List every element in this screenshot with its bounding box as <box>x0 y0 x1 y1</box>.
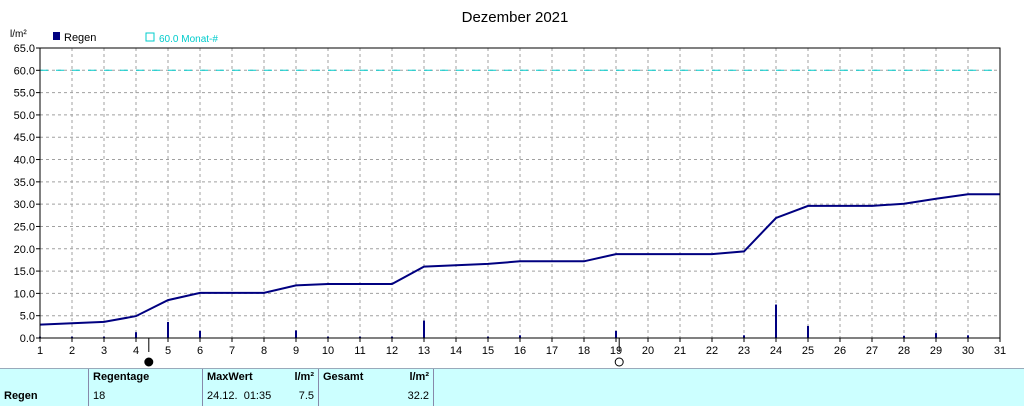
rain-bar <box>199 330 201 338</box>
x-tick-label: 29 <box>930 345 942 357</box>
total-value: 32.2 <box>407 389 429 402</box>
x-tick-label: 14 <box>450 345 462 357</box>
rain-bar <box>903 335 905 338</box>
rain-bar <box>775 304 777 338</box>
rain-bar <box>71 336 73 338</box>
y-tick-label: 0.0 <box>20 333 35 345</box>
x-tick-label: 9 <box>293 345 299 357</box>
rain-bar <box>487 336 489 338</box>
rain-days-value: 18 <box>88 385 203 406</box>
y-tick-label: 35.0 <box>14 177 35 189</box>
x-tick-label: 10 <box>322 345 334 357</box>
rain-bar <box>423 320 425 338</box>
x-tick-label: 25 <box>802 345 814 357</box>
max-value-header: MaxWert <box>202 369 286 385</box>
daily-rain-bars <box>39 304 969 338</box>
x-tick-label: 12 <box>386 345 398 357</box>
rain-days-header: Regentage <box>88 369 203 385</box>
rain-bar <box>103 336 105 338</box>
y-tick-label: 10.0 <box>14 288 35 300</box>
legend-rain-label: Regen <box>64 32 96 44</box>
x-tick-label: 7 <box>229 345 235 357</box>
rain-bar <box>295 330 297 338</box>
y-tick-label: 20.0 <box>14 244 35 256</box>
x-tick-label: 13 <box>418 345 430 357</box>
x-tick-label: 22 <box>706 345 718 357</box>
rain-bar <box>391 336 393 338</box>
statistics-table: Regentage MaxWert l/m² Gesamt l/m² Regen… <box>0 369 1002 406</box>
moon-phase-markers <box>144 338 624 367</box>
y-axis-unit: l/m² <box>10 29 27 40</box>
x-tick-label: 28 <box>898 345 910 357</box>
new-moon-icon <box>144 357 154 367</box>
x-tick-label: 8 <box>261 345 267 357</box>
x-tick-label: 24 <box>770 345 782 357</box>
y-tick-label: 15.0 <box>14 266 35 278</box>
cumulative-line <box>39 193 1000 326</box>
rain-bar <box>359 336 361 338</box>
y-tick-label: 65.0 <box>14 43 35 55</box>
x-tick-label: 18 <box>578 345 590 357</box>
x-tick-labels: 1 2 3 4 5 6 7 8 9 10 11 12 13 14 15 16 17 18 19 20 21 22 23 24 2… <box>37 338 1006 357</box>
x-tick-label: 19 <box>610 345 622 357</box>
x-tick-label: 16 <box>514 345 526 357</box>
x-tick-label: 11 <box>354 345 365 357</box>
max-value-date: 24.12. 01:35 <box>202 385 286 406</box>
x-tick-label: 26 <box>834 345 846 357</box>
x-tick-label: 17 <box>546 345 558 357</box>
rain-bar <box>935 333 937 338</box>
total-header: Gesamt <box>318 369 402 385</box>
y-tick-labels: 0.0 5.0 10.0 15.0 20.0 25.0 30.0 35.0 40.0 45.0 50… <box>14 43 40 345</box>
y-tick-label: 45.0 <box>14 132 35 144</box>
x-tick-label: 21 <box>674 345 686 357</box>
x-tick-label: 5 <box>165 345 171 357</box>
x-tick-label: 20 <box>642 345 654 357</box>
y-tick-label: 30.0 <box>14 199 35 211</box>
legend-monthly-swatch <box>145 32 155 42</box>
rain-bar <box>327 336 329 338</box>
rain-bar <box>967 335 969 338</box>
x-tick-label: 1 <box>37 345 43 357</box>
x-tick-label: 3 <box>101 345 107 357</box>
y-tick-label: 60.0 <box>14 65 35 77</box>
chart-title: Dezember 2021 <box>462 9 569 26</box>
x-tick-label: 30 <box>962 345 974 357</box>
rain-bar <box>135 332 137 338</box>
y-tick-label: 40.0 <box>14 155 35 167</box>
x-tick-label: 4 <box>133 345 139 357</box>
rain-bar <box>743 335 745 338</box>
legend-monthly-label: 60.0 Monat-# <box>159 34 218 45</box>
x-tick-label: 27 <box>866 345 878 357</box>
statistics-panel: Regentage MaxWert l/m² Gesamt l/m² Regen… <box>0 368 1024 406</box>
total-unit: l/m² <box>409 371 429 383</box>
rain-bar <box>807 325 809 338</box>
legend-rain-swatch <box>53 32 60 40</box>
rain-bar <box>519 335 521 338</box>
x-tick-label: 23 <box>738 345 750 357</box>
x-tick-label: 6 <box>197 345 203 357</box>
rain-bar <box>615 330 617 338</box>
y-tick-label: 55.0 <box>14 88 35 100</box>
x-tick-label: 15 <box>482 345 494 357</box>
rain-chart: Dezember 2021 l/m² Regen 60.0 Monat-# 0.… <box>10 9 1006 367</box>
y-tick-label: 5.0 <box>20 311 35 323</box>
x-tick-label: 2 <box>69 345 75 357</box>
legend: Regen 60.0 Monat-# <box>53 32 218 45</box>
rain-bar <box>167 321 169 338</box>
grid <box>40 48 1000 338</box>
full-moon-icon <box>614 357 624 367</box>
max-value-amount: 7.5 <box>298 389 314 402</box>
rain-row-label: Regen <box>4 389 38 402</box>
y-tick-label: 25.0 <box>14 221 35 233</box>
y-tick-label: 50.0 <box>14 110 35 122</box>
cumulative-rain-line <box>39 193 1000 326</box>
x-tick-label: 31 <box>994 345 1006 357</box>
max-value-unit: l/m² <box>294 371 314 383</box>
